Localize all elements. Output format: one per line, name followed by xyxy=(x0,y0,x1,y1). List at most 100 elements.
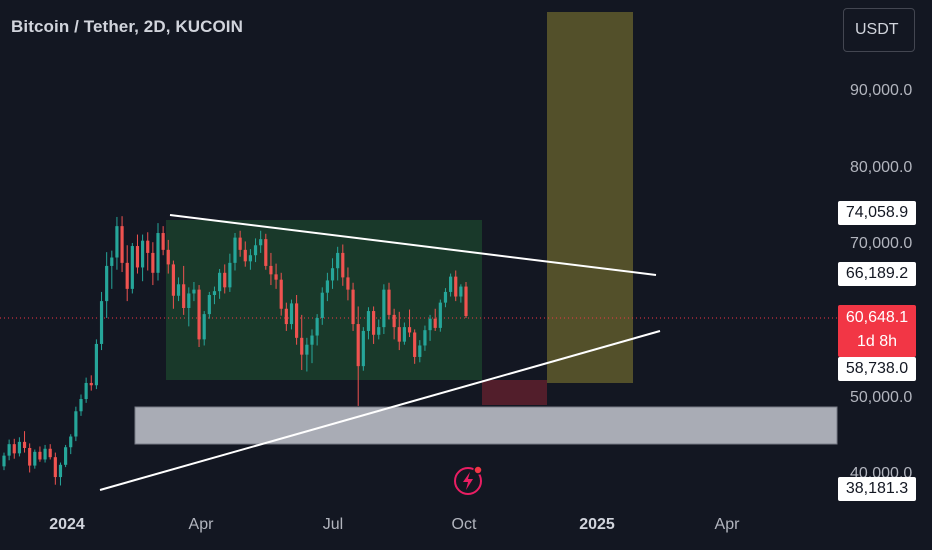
candle-body xyxy=(192,289,196,294)
candle-body xyxy=(125,262,129,289)
candle-body xyxy=(38,451,42,460)
candle-body xyxy=(305,344,309,355)
consolidation-range[interactable] xyxy=(166,220,482,380)
currency-button[interactable]: USDT xyxy=(843,8,915,52)
candle-body xyxy=(202,314,206,340)
candle-body xyxy=(171,264,175,296)
candle-body xyxy=(89,382,93,386)
candle-body xyxy=(130,246,134,289)
bar-countdown: 1d 8h xyxy=(856,333,898,350)
flash-icon[interactable] xyxy=(452,463,486,497)
candle-body xyxy=(259,239,263,246)
candle-body xyxy=(330,268,335,281)
candle-body xyxy=(151,252,155,273)
candle-body xyxy=(407,327,412,333)
candle-body xyxy=(187,293,191,308)
candle-body xyxy=(346,277,350,290)
candle-body xyxy=(94,343,98,386)
candle-body xyxy=(17,441,21,454)
candle-body xyxy=(433,318,437,328)
candle-body xyxy=(156,233,160,273)
x-tick-label: 2024 xyxy=(49,516,85,533)
candle-body xyxy=(449,276,453,292)
candles-group xyxy=(2,216,468,486)
candle-body xyxy=(69,436,73,448)
x-tick-label: Apr xyxy=(714,516,740,533)
x-tick-label: Oct xyxy=(451,516,477,533)
candle-body xyxy=(351,289,355,325)
descending-resistance[interactable] xyxy=(169,214,657,276)
candle-body xyxy=(238,237,242,250)
candle-body xyxy=(233,237,237,263)
candle-body xyxy=(284,308,288,325)
candle-body xyxy=(315,317,319,336)
y-tick-label: 70,000.0 xyxy=(850,235,913,252)
current-price-badge[interactable]: 60,648.1 1d 8h xyxy=(838,305,916,357)
candle-body xyxy=(84,382,88,400)
candle-body xyxy=(253,245,258,256)
candle-body xyxy=(218,272,222,292)
price-label-resistance[interactable]: 66,189.2 xyxy=(838,262,916,286)
x-tick-label: Jul xyxy=(322,516,344,533)
candle-body xyxy=(295,303,299,338)
candle-body xyxy=(2,455,6,467)
candle-body xyxy=(372,311,376,335)
x-tick-label: Apr xyxy=(188,516,214,533)
candle-body xyxy=(336,252,340,269)
candle-body xyxy=(22,441,27,448)
candle-body xyxy=(382,289,386,328)
candle-body xyxy=(212,291,217,295)
candle-body xyxy=(105,265,109,302)
y-tick-label: 50,000.0 xyxy=(850,389,913,406)
candle-body xyxy=(377,327,381,335)
long-position-target[interactable] xyxy=(547,12,633,383)
candle-body xyxy=(248,255,252,262)
y-tick-label: 90,000.0 xyxy=(850,82,913,99)
candle-body xyxy=(464,286,468,317)
candle-body xyxy=(79,399,83,412)
candle-body xyxy=(146,240,150,253)
candle-body xyxy=(438,302,442,328)
ascending-support[interactable] xyxy=(99,330,661,491)
candle-body xyxy=(135,246,140,268)
current-price-value: 60,648.1 xyxy=(845,309,909,326)
candle-body xyxy=(341,252,345,278)
candle-body xyxy=(387,289,391,315)
candle-body xyxy=(64,447,68,465)
candle-body xyxy=(48,448,52,458)
candle-body xyxy=(161,233,165,250)
candle-body xyxy=(274,274,278,280)
candle-body xyxy=(428,318,432,331)
candle-body xyxy=(443,291,448,303)
candle-body xyxy=(423,330,427,346)
candle-body xyxy=(182,284,186,308)
long-position-stop[interactable] xyxy=(482,380,547,405)
price-label-range-bottom[interactable]: 58,738.0 xyxy=(838,357,916,381)
candle-body xyxy=(33,451,37,466)
candle-body xyxy=(223,272,227,288)
y-tick-label: 80,000.0 xyxy=(850,159,913,176)
support-zone[interactable] xyxy=(134,406,838,445)
candle-body xyxy=(289,303,294,325)
candle-body xyxy=(74,411,78,437)
candle-body xyxy=(366,311,371,331)
candle-body xyxy=(197,289,201,340)
price-label-range-top[interactable]: 74,058.9 xyxy=(838,201,916,225)
candle-body xyxy=(7,444,11,456)
x-tick-label: 2025 xyxy=(579,516,615,533)
candle-body xyxy=(454,276,458,297)
candle-body xyxy=(320,292,324,318)
candle-body xyxy=(166,249,170,265)
candle-body xyxy=(361,330,365,367)
candle-body xyxy=(279,279,283,309)
candle-body xyxy=(325,280,329,293)
candle-body xyxy=(459,286,463,297)
candle-body xyxy=(310,335,314,345)
candle-body xyxy=(12,444,16,454)
candle-body xyxy=(264,239,268,266)
price-label-range-low[interactable]: 38,181.3 xyxy=(838,477,916,501)
candle-body xyxy=(115,226,119,258)
candle-body xyxy=(228,262,232,288)
candle-body xyxy=(402,327,406,342)
